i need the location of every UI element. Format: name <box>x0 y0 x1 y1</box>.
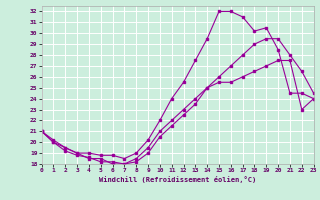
X-axis label: Windchill (Refroidissement éolien,°C): Windchill (Refroidissement éolien,°C) <box>99 176 256 183</box>
